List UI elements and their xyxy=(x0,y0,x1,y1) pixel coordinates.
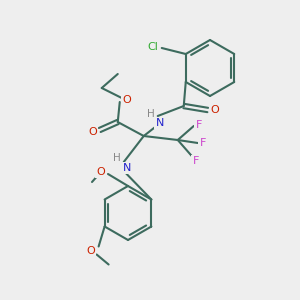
Text: H: H xyxy=(113,153,121,163)
Text: O: O xyxy=(122,95,131,105)
Text: Cl: Cl xyxy=(147,42,158,52)
Text: O: O xyxy=(86,247,95,256)
Text: O: O xyxy=(97,167,105,177)
Text: O: O xyxy=(88,127,97,137)
Text: O: O xyxy=(210,105,219,115)
Text: H: H xyxy=(147,109,154,119)
Text: F: F xyxy=(196,120,202,130)
Text: N: N xyxy=(156,118,164,128)
Text: N: N xyxy=(123,163,131,173)
Text: F: F xyxy=(193,156,199,166)
Text: F: F xyxy=(200,138,206,148)
